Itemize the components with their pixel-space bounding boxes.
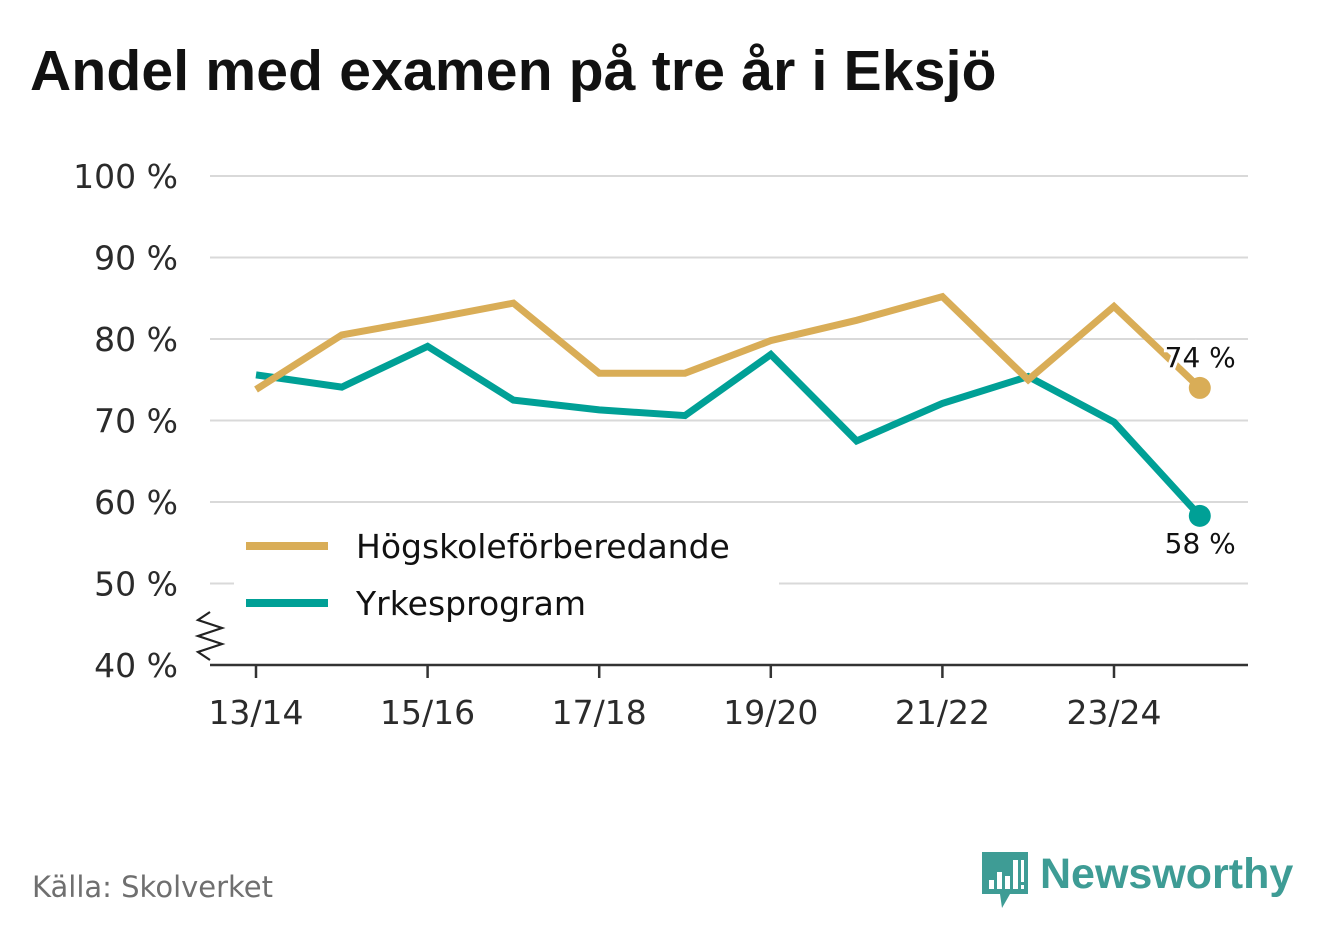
chart-title: Andel med examen på tre år i Eksjö <box>30 39 997 103</box>
brand-name: Newsworthy <box>1040 850 1294 898</box>
y-tick-label: 80 % <box>94 320 178 359</box>
y-tick-label: 50 % <box>94 565 178 604</box>
x-tick-label: 19/20 <box>723 693 818 732</box>
x-tick-label: 23/24 <box>1066 693 1161 732</box>
series-lines <box>254 292 1211 527</box>
x-tick-label: 13/14 <box>208 693 303 732</box>
x-tick-label: 17/18 <box>552 693 647 732</box>
axes: 40 % 50 % 60 % 70 % 80 % 90 % 100 % 13/14 15/16 1… <box>73 157 1248 732</box>
y-tick-label: 90 % <box>94 239 178 278</box>
y-tick-label: 60 % <box>94 483 178 522</box>
x-tick-label: 15/16 <box>380 693 475 732</box>
y-tick-label: 100 % <box>73 157 178 196</box>
brand-logo: Newsworthy <box>980 850 1293 912</box>
source-note: Källa: Skolverket <box>32 870 274 904</box>
y-tick-label: 40 % <box>94 646 178 685</box>
y-tick-label: 70 % <box>94 402 178 441</box>
end-labels: 74 % 58 % <box>1162 338 1239 563</box>
legend-label: Yrkesprogram <box>355 584 586 623</box>
x-tick-label: 21/22 <box>895 693 990 732</box>
bar-chart-speech-bubble-icon <box>982 852 1028 908</box>
legend-background <box>234 518 779 630</box>
end-point-yrkesprogram <box>1188 504 1211 527</box>
end-point-hogskoleforberedande <box>1188 376 1211 399</box>
series-line-yrkesprogram <box>255 342 1203 519</box>
axis-break-icon <box>194 611 226 661</box>
end-label-hogskoleforberedande: 74 % <box>1165 341 1236 374</box>
legend: Högskoleförberedande Yrkesprogram <box>234 518 779 630</box>
series-line-hogskoleforberedande <box>254 292 1203 393</box>
end-label-yrkesprogram: 58 % <box>1165 527 1236 560</box>
legend-label: Högskoleförberedande <box>356 527 730 566</box>
